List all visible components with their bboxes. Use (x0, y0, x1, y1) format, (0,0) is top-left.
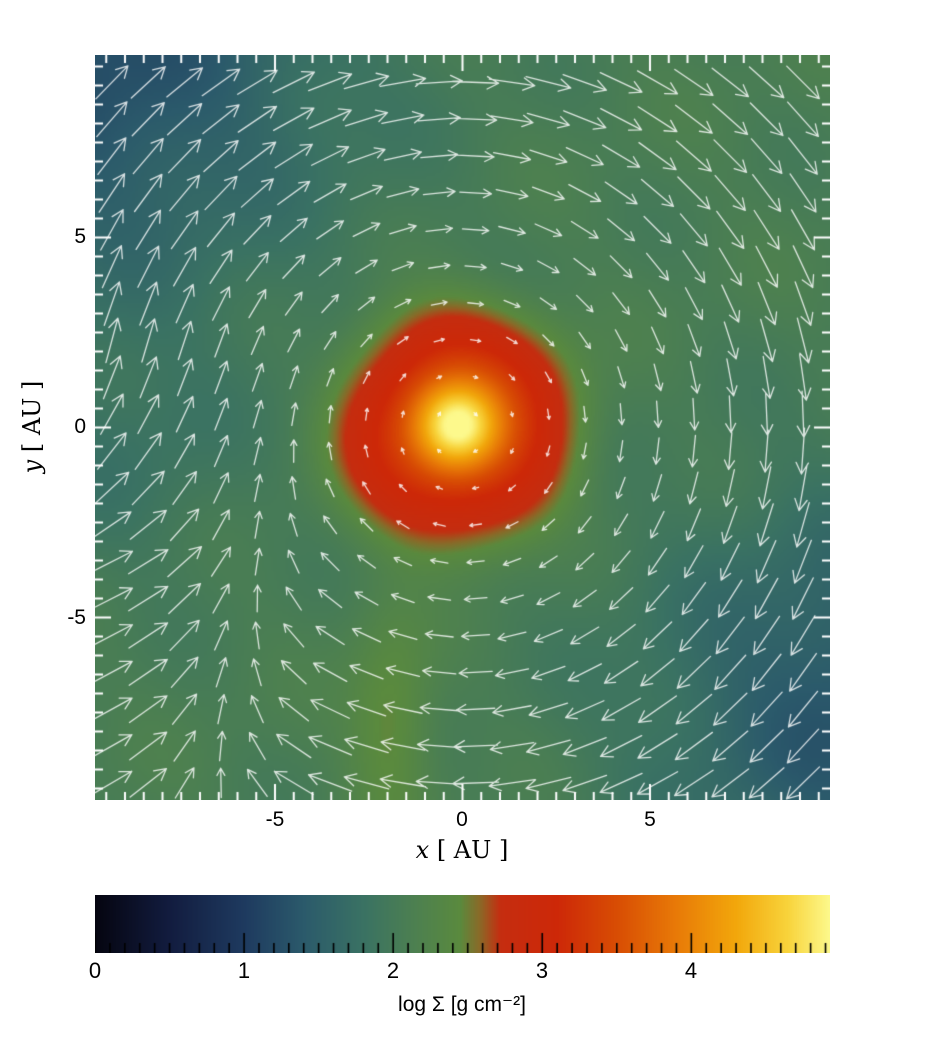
colorbar-canvas (95, 895, 830, 953)
y-tick-label: 5 (74, 225, 86, 248)
colorbar-tick-label: 4 (684, 958, 698, 983)
density-map-canvas (95, 55, 830, 800)
density-map (95, 55, 830, 800)
colorbar-label: log Σ [g cm⁻²] (398, 993, 526, 1016)
colorbar-tick-label: 0 (88, 958, 102, 983)
x-axis-units: [ AU ] (429, 836, 509, 864)
y-axis-variable: y (18, 459, 46, 474)
colorbar-tick-label: 1 (237, 958, 251, 983)
y-tick-label: -5 (67, 606, 86, 629)
y-axis-label: y [ AU ] (18, 381, 46, 474)
x-axis-label: x [ AU ] (416, 836, 509, 864)
x-axis-variable: x (415, 836, 430, 864)
y-axis-units: [ AU ] (18, 380, 46, 460)
x-tick-label: -5 (265, 808, 285, 831)
colorbar-tick-label: 3 (535, 958, 549, 983)
x-tick-label: 0 (456, 808, 468, 831)
colorbar-tick-label: 2 (386, 958, 400, 983)
y-tick-label: 0 (74, 415, 86, 438)
colorbar (95, 895, 830, 953)
x-tick-label: 5 (644, 808, 656, 831)
